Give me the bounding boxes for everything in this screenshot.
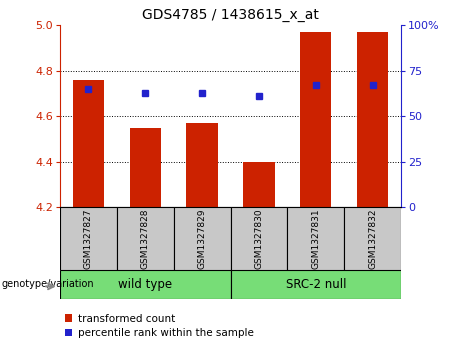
Title: GDS4785 / 1438615_x_at: GDS4785 / 1438615_x_at <box>142 8 319 22</box>
Bar <box>230 207 287 270</box>
Bar <box>117 207 174 270</box>
Bar <box>174 207 230 270</box>
Text: GSM1327827: GSM1327827 <box>84 208 93 269</box>
Bar <box>186 123 218 207</box>
Bar <box>300 32 331 207</box>
Text: SRC-2 null: SRC-2 null <box>285 278 346 291</box>
Text: GSM1327829: GSM1327829 <box>198 208 207 269</box>
Text: wild type: wild type <box>118 278 172 291</box>
Text: GSM1327828: GSM1327828 <box>141 208 150 269</box>
Bar <box>344 207 401 270</box>
Text: GSM1327832: GSM1327832 <box>368 208 377 269</box>
Text: GSM1327830: GSM1327830 <box>254 208 263 269</box>
Bar <box>357 32 388 207</box>
Text: genotype/variation: genotype/variation <box>1 278 94 289</box>
Bar <box>243 162 275 207</box>
Bar <box>60 270 230 299</box>
Text: GSM1327831: GSM1327831 <box>311 208 320 269</box>
Bar <box>60 207 117 270</box>
Bar <box>230 270 401 299</box>
Bar <box>73 80 104 207</box>
Legend: transformed count, percentile rank within the sample: transformed count, percentile rank withi… <box>65 314 254 338</box>
Bar <box>287 207 344 270</box>
Bar <box>130 127 161 207</box>
